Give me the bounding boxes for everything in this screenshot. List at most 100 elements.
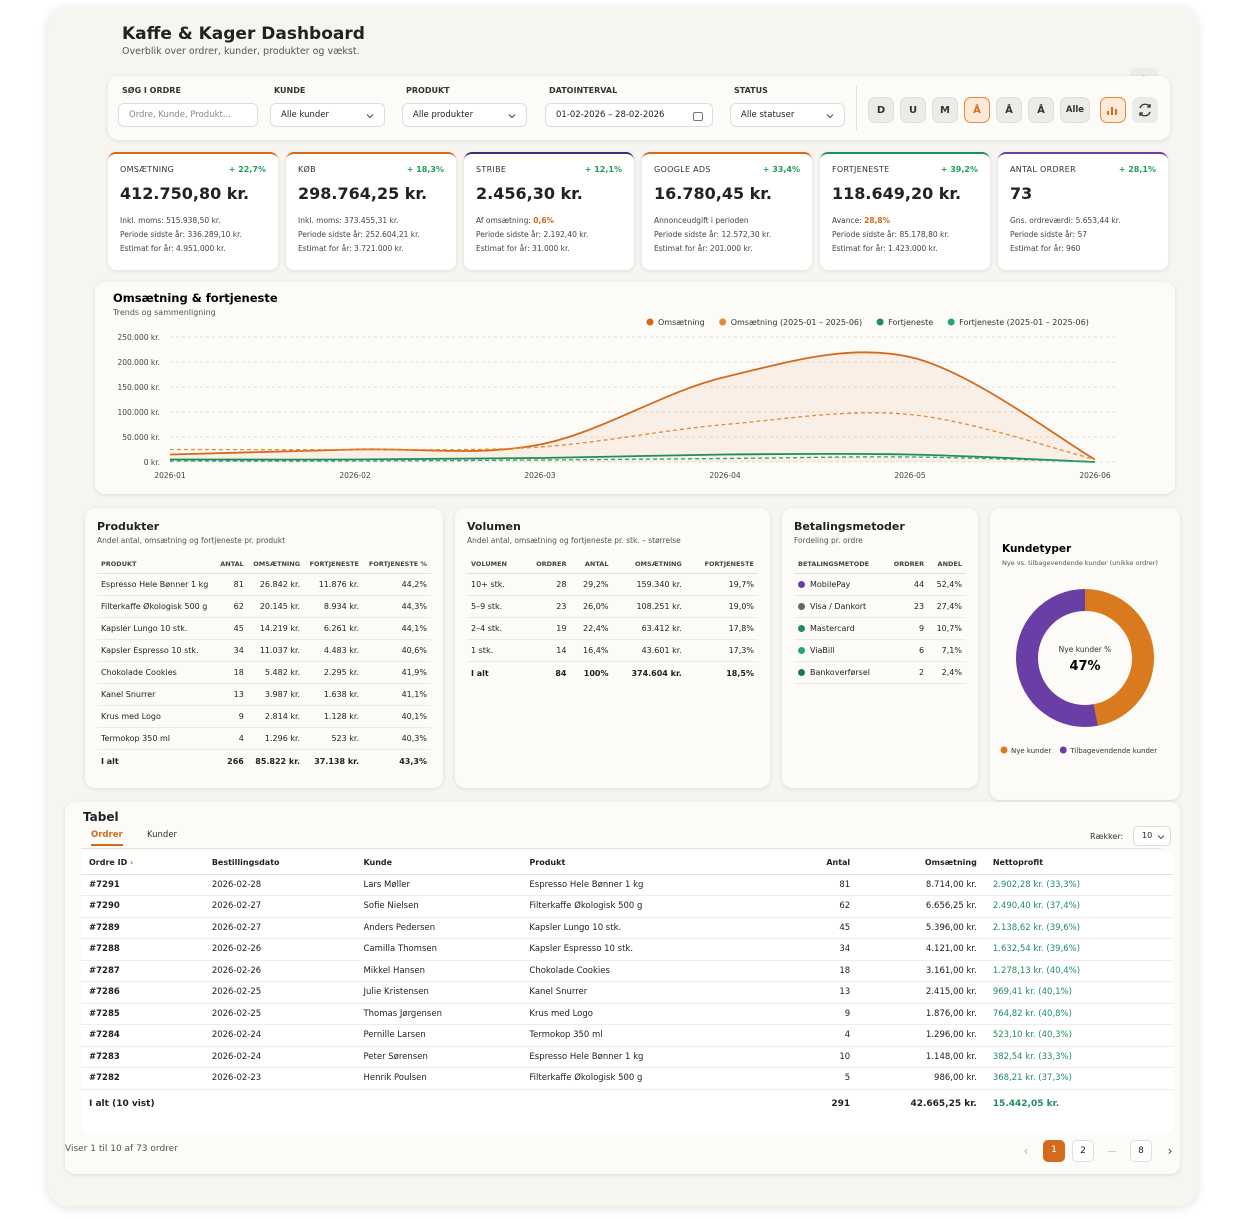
table-cell: #7291: [81, 874, 204, 896]
cell-text: 40,1%: [401, 711, 427, 721]
total-cell: I alt: [471, 668, 489, 678]
table-cell: 45: [215, 617, 248, 640]
page-button[interactable]: …: [1107, 1145, 1117, 1155]
period-button[interactable]: D: [868, 97, 894, 123]
kpi-change: + 28,1%: [1118, 165, 1156, 174]
table-area: Ordre ID › Bestillingsdato Kunde Produkt Ant…: [81, 852, 1173, 1132]
kpi-detail: Gns. ordreværdi: 5.653,44 kr.: [1010, 216, 1121, 225]
period-button[interactable]: Å: [1028, 97, 1054, 123]
total-cell: I alt: [101, 756, 119, 766]
table-cell: Filterkaffe Økologisk 500 g: [521, 1067, 777, 1090]
table-cell: 523,10 kr. (40,3%): [984, 1024, 1173, 1047]
table-cell: 19: [522, 617, 571, 640]
filter-select[interactable]: Alle kunder: [270, 103, 385, 127]
page-button[interactable]: 2: [1072, 1140, 1094, 1162]
table-row: Krus med Logo 9 2.814 kr. 1.128 kr. 40,1%: [97, 705, 431, 728]
table-cell: 41,9%: [363, 661, 431, 684]
cell-text: 6.261 kr.: [323, 623, 360, 633]
cell-text: 63.412 kr.: [641, 623, 682, 633]
cell-text: 13: [233, 689, 244, 699]
table-cell: #7287: [81, 960, 204, 982]
cell-text: 5.482 kr.: [264, 667, 301, 677]
cell-text: 2,4%: [941, 667, 962, 677]
cell-text: Kanel Snurrer: [101, 689, 156, 699]
table-cell: #7283: [81, 1046, 204, 1068]
column-header: OMSÆTNING: [612, 555, 686, 574]
graphic: [1107, 107, 1117, 115]
table-cell: Filterkaffe Økologisk 500 g: [97, 595, 216, 618]
column-header[interactable]: Ordre ID ›: [81, 852, 204, 875]
table-cell: 9: [776, 1003, 859, 1025]
cell-text: 19,7%: [728, 579, 754, 589]
calendar-icon: [693, 112, 703, 121]
table-cell: Espresso Hele Bønner 1 kg: [97, 573, 216, 596]
period-button[interactable]: M: [932, 97, 958, 123]
table-row: 10+ stk. 28 29,2% 159.340 kr. 19,7%: [467, 573, 758, 596]
total-cell: 84: [555, 668, 567, 678]
filter-value: Ordre, Kunde, Produkt...: [129, 110, 231, 120]
kpi-card: FORTJENESTE + 39,2% 118.649,20 kr. Avance: …: [820, 152, 990, 270]
search-input[interactable]: Ordre, Kunde, Produkt...: [118, 103, 258, 127]
chart-toggle[interactable]: [1100, 97, 1126, 123]
table-cell: 14: [522, 639, 571, 662]
cell-text: 2.295 kr.: [323, 667, 360, 677]
cell-text: Krus med Logo: [101, 711, 161, 721]
legend-dot: [947, 318, 955, 326]
legend-dot: [876, 318, 884, 326]
graphic: [826, 114, 834, 119]
table-cell: Bankoverførsel: [794, 661, 885, 684]
line: [169, 452, 1096, 463]
column-header: ANDEL: [928, 555, 966, 574]
next-page[interactable]: ›: [1167, 1144, 1173, 1158]
cell-text: 26.842 kr.: [259, 579, 301, 589]
table-cell: 2026-02-25: [203, 981, 356, 1004]
filter-select[interactable]: Alle statuser: [730, 103, 845, 127]
kpi-detail: Estimat for år: 4.951.000 kr.: [120, 244, 226, 253]
prev-page[interactable]: ‹: [1023, 1144, 1029, 1158]
page-button[interactable]: 8: [1130, 1140, 1152, 1162]
filter-select[interactable]: 01-02-2026 – 28-02-2026: [545, 103, 713, 127]
cell-text: 2.814 kr.: [264, 711, 301, 721]
cell-text: Chokolade Cookies: [101, 667, 177, 677]
table-cell: Lars Møller: [355, 874, 522, 896]
orders-table: Ordre ID › Bestillingsdato Kunde Produkt Ant…: [81, 852, 1173, 1119]
table-row: Kanel Snurrer 13 3.987 kr. 1.638 kr. 41,1%: [97, 683, 431, 706]
period-button[interactable]: Å: [964, 97, 990, 123]
rows-select[interactable]: 10: [1133, 826, 1171, 846]
table-row: Visa / Dankort 23 27,4%: [794, 595, 966, 618]
table-row: 1 stk. 14 16,4% 43.601 kr. 17,3%: [467, 639, 758, 662]
table-row: Bankoverførsel 2 2,4%: [794, 661, 966, 684]
column-header: Antal: [776, 852, 859, 875]
refresh-button[interactable]: [1132, 97, 1158, 123]
table-cell: 6: [884, 639, 929, 662]
graphic: [1157, 835, 1165, 840]
tab[interactable]: Ordrer: [91, 830, 123, 846]
column-header: PRODUKT: [97, 555, 216, 574]
filter-select[interactable]: Alle produkter: [402, 103, 527, 127]
table-cell: 9: [215, 705, 248, 728]
column-header: VOLUMEN: [467, 555, 523, 574]
table-cell: 1.296,00 kr.: [858, 1024, 985, 1047]
total-cell: 18,5%: [726, 668, 754, 678]
table-cell: 63.412 kr.: [612, 617, 686, 640]
period-button[interactable]: U: [900, 97, 926, 123]
column-header: Bestillingsdato: [203, 852, 356, 875]
period-button[interactable]: Alle: [1060, 97, 1090, 123]
cell-text: 1.128 kr.: [323, 711, 360, 721]
page-button[interactable]: 1: [1043, 1140, 1065, 1162]
x-tick-label: 2026-02: [339, 471, 371, 480]
table-cell: Espresso Hele Bønner 1 kg: [521, 1046, 777, 1068]
period-button[interactable]: Å: [996, 97, 1022, 123]
table-cell: 4: [776, 1024, 859, 1047]
table-cell: 8.714,00 kr.: [858, 874, 985, 896]
table-cell: 2026-02-24: [203, 1024, 356, 1047]
table-row: #7287 2026-02-26 Mikkel Hansen Chokolade Co…: [81, 960, 1173, 982]
tab[interactable]: Kunder: [147, 830, 178, 840]
donut-segment: [1084, 589, 1154, 726]
total-row: I alt (10 vist) 291 42.665,25 kr. 15.442,05…: [81, 1089, 1173, 1119]
x-tick-label: 2026-04: [709, 471, 741, 480]
chart-subtitle: Trends og sammenligning: [112, 308, 216, 317]
kpi-change: + 39,2%: [940, 165, 978, 174]
table-cell: 34: [776, 938, 859, 961]
table-cell: Kanel Snurrer: [97, 683, 216, 706]
